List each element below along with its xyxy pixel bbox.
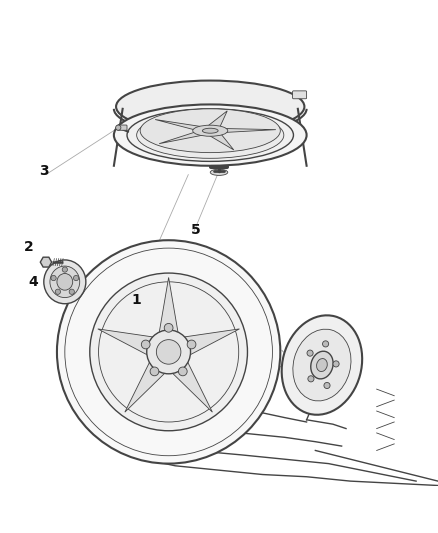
Circle shape	[62, 267, 67, 272]
Circle shape	[322, 341, 328, 347]
Ellipse shape	[147, 330, 191, 374]
Circle shape	[324, 383, 330, 389]
Ellipse shape	[116, 80, 304, 133]
Circle shape	[141, 340, 150, 349]
Circle shape	[308, 376, 314, 382]
Polygon shape	[158, 278, 179, 338]
Text: 5: 5	[191, 223, 200, 237]
Ellipse shape	[44, 260, 86, 304]
Polygon shape	[207, 111, 227, 128]
Text: 2: 2	[24, 240, 34, 254]
Circle shape	[116, 125, 121, 130]
Polygon shape	[126, 389, 140, 446]
Circle shape	[51, 276, 56, 281]
Circle shape	[307, 350, 313, 356]
Text: 3: 3	[39, 164, 49, 177]
FancyBboxPatch shape	[293, 91, 307, 99]
Circle shape	[164, 324, 173, 332]
Ellipse shape	[156, 340, 181, 364]
Ellipse shape	[140, 109, 280, 152]
Ellipse shape	[293, 329, 351, 401]
Ellipse shape	[57, 273, 73, 290]
Polygon shape	[98, 329, 158, 357]
Ellipse shape	[90, 273, 247, 431]
Ellipse shape	[127, 109, 293, 161]
Ellipse shape	[202, 128, 218, 133]
Polygon shape	[40, 257, 52, 267]
Circle shape	[69, 289, 74, 294]
Polygon shape	[169, 357, 212, 412]
Polygon shape	[155, 119, 204, 131]
Circle shape	[178, 367, 187, 376]
Ellipse shape	[282, 316, 362, 415]
Polygon shape	[179, 329, 240, 357]
Circle shape	[187, 340, 196, 349]
Ellipse shape	[210, 169, 228, 175]
Ellipse shape	[193, 125, 228, 136]
Ellipse shape	[50, 266, 80, 297]
Ellipse shape	[114, 104, 307, 166]
Circle shape	[74, 276, 79, 281]
Polygon shape	[221, 128, 276, 133]
Ellipse shape	[317, 359, 327, 372]
Circle shape	[150, 367, 159, 376]
Ellipse shape	[311, 351, 333, 379]
Text: 1: 1	[131, 293, 141, 306]
Ellipse shape	[137, 112, 284, 158]
Polygon shape	[125, 357, 169, 412]
Ellipse shape	[57, 240, 280, 464]
Polygon shape	[208, 133, 234, 150]
Text: 4: 4	[28, 275, 38, 289]
Polygon shape	[159, 131, 205, 144]
FancyBboxPatch shape	[117, 125, 127, 130]
Circle shape	[55, 289, 60, 294]
Circle shape	[333, 361, 339, 367]
